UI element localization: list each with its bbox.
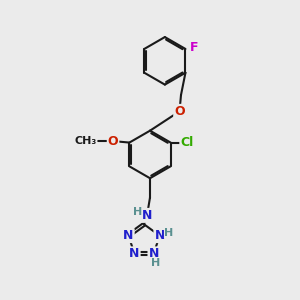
Text: H: H	[151, 258, 160, 268]
Text: H: H	[133, 207, 142, 218]
Text: H: H	[164, 228, 174, 238]
Text: N: N	[142, 209, 152, 222]
Text: CH₃: CH₃	[74, 136, 97, 146]
Text: O: O	[108, 135, 118, 148]
Text: F: F	[190, 41, 199, 54]
Text: O: O	[174, 105, 185, 118]
Text: N: N	[148, 248, 159, 260]
Text: N: N	[123, 229, 134, 242]
Text: N: N	[129, 248, 140, 260]
Text: Cl: Cl	[180, 136, 194, 149]
Text: N: N	[154, 229, 165, 242]
